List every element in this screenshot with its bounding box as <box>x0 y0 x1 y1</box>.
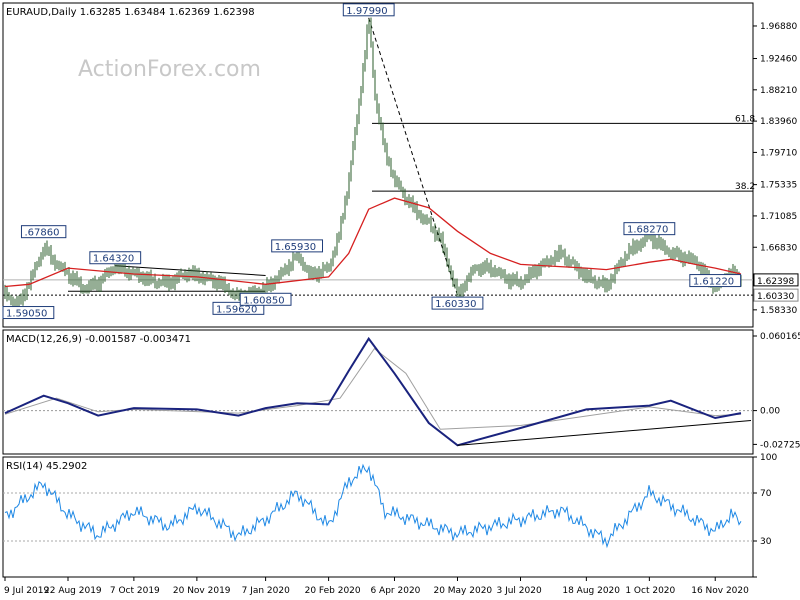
rsi-y-tick-label: 30 <box>760 537 772 547</box>
macd-y-tick-label: -0.02725 <box>760 440 800 450</box>
rsi-y-tick-label: 70 <box>760 489 772 499</box>
macd-trendline <box>457 420 752 446</box>
price-y-tick-label: 1.88210 <box>760 86 797 96</box>
macd-panel-title: MACD(12,26,9) -0.001587 -0.003471 <box>6 334 191 345</box>
x-tick-label: 22 Aug 2019 <box>44 586 102 596</box>
x-tick-label: 18 Aug 2020 <box>562 586 620 596</box>
current-price-label: 1.62398 <box>757 277 794 287</box>
price-label-box <box>20 225 67 239</box>
price-label-box <box>89 251 142 265</box>
rsi-y-tick-label: 100 <box>760 453 777 463</box>
macd-y-tick-label: 0.00 <box>760 407 780 417</box>
rsi-line <box>4 463 742 549</box>
price-y-tick-label: 1.71085 <box>760 212 797 222</box>
x-tick-label: 1 Oct 2020 <box>625 586 675 596</box>
price-label-text: 1.60850 <box>243 295 284 306</box>
watermark: ActionForex.com <box>78 57 261 82</box>
price-label-box <box>239 292 292 306</box>
price-y-tick-label: 1.66830 <box>760 243 797 253</box>
current-price-box <box>753 273 799 287</box>
support-price-label: 1.60330 <box>757 292 794 302</box>
x-tick-label: 7 Oct 2019 <box>110 586 160 596</box>
price-y-tick-label: 1.79710 <box>760 148 797 158</box>
macd-y-tick-label: 0.060165 <box>760 332 800 342</box>
x-tick-label: 20 Feb 2020 <box>305 586 361 596</box>
price-label-box <box>689 274 742 288</box>
x-tick-label: 6 Apr 2020 <box>370 586 420 596</box>
x-tick-label: 20 May 2020 <box>433 586 492 596</box>
price-y-tick-label: 1.75335 <box>760 181 797 191</box>
price-label-text: 1.64320 <box>93 254 134 265</box>
price-label-box <box>342 3 395 17</box>
rsi-panel-title: RSI(14) 45.2902 <box>6 461 87 472</box>
x-tick-label: 20 Nov 2019 <box>173 586 231 596</box>
price-label-box <box>623 222 676 236</box>
price-label-text: 1.59050 <box>6 309 47 320</box>
x-tick-label: 16 Nov 2020 <box>691 586 749 596</box>
fib-level-label: 38.2 <box>735 182 755 192</box>
price-label-box <box>431 296 484 310</box>
price-label-text: .67860 <box>24 228 59 239</box>
macd-signal-line <box>4 347 742 430</box>
price-label-box <box>2 306 55 320</box>
price-y-tick-label: 1.83960 <box>760 117 797 127</box>
x-tick-label: 3 Jul 2020 <box>496 586 541 596</box>
rsi-panel-frame <box>2 456 754 578</box>
x-tick-label: 9 Jul 2019 <box>4 586 49 596</box>
price-y-tick-label: 1.58330 <box>760 306 797 316</box>
support-price-box <box>753 288 799 302</box>
price-label-text: 1.60330 <box>435 299 476 310</box>
upper-trendline <box>115 265 266 276</box>
price-label-text: 1.61220 <box>693 277 734 288</box>
x-tick-label: 7 Jan 2020 <box>242 586 290 596</box>
macd-line <box>4 336 742 447</box>
price-label-text: 1.59620 <box>216 304 257 315</box>
fib-level-label: 61.8 <box>735 114 755 124</box>
price-label-box <box>271 239 324 253</box>
price-y-tick-label: 1.92460 <box>760 55 797 65</box>
price-panel-title: EURAUD,Daily 1.63285 1.63484 1.62369 1.6… <box>6 7 255 18</box>
sma-line <box>4 197 742 288</box>
price-label-text: 1.68270 <box>627 225 668 236</box>
price-label-text: 1.65930 <box>275 242 316 253</box>
macd-panel-frame <box>2 329 754 455</box>
price-panel-frame <box>2 2 754 328</box>
price-y-tick-label: 1.96880 <box>760 22 797 32</box>
price-label-text: 1.97990 <box>346 6 387 17</box>
